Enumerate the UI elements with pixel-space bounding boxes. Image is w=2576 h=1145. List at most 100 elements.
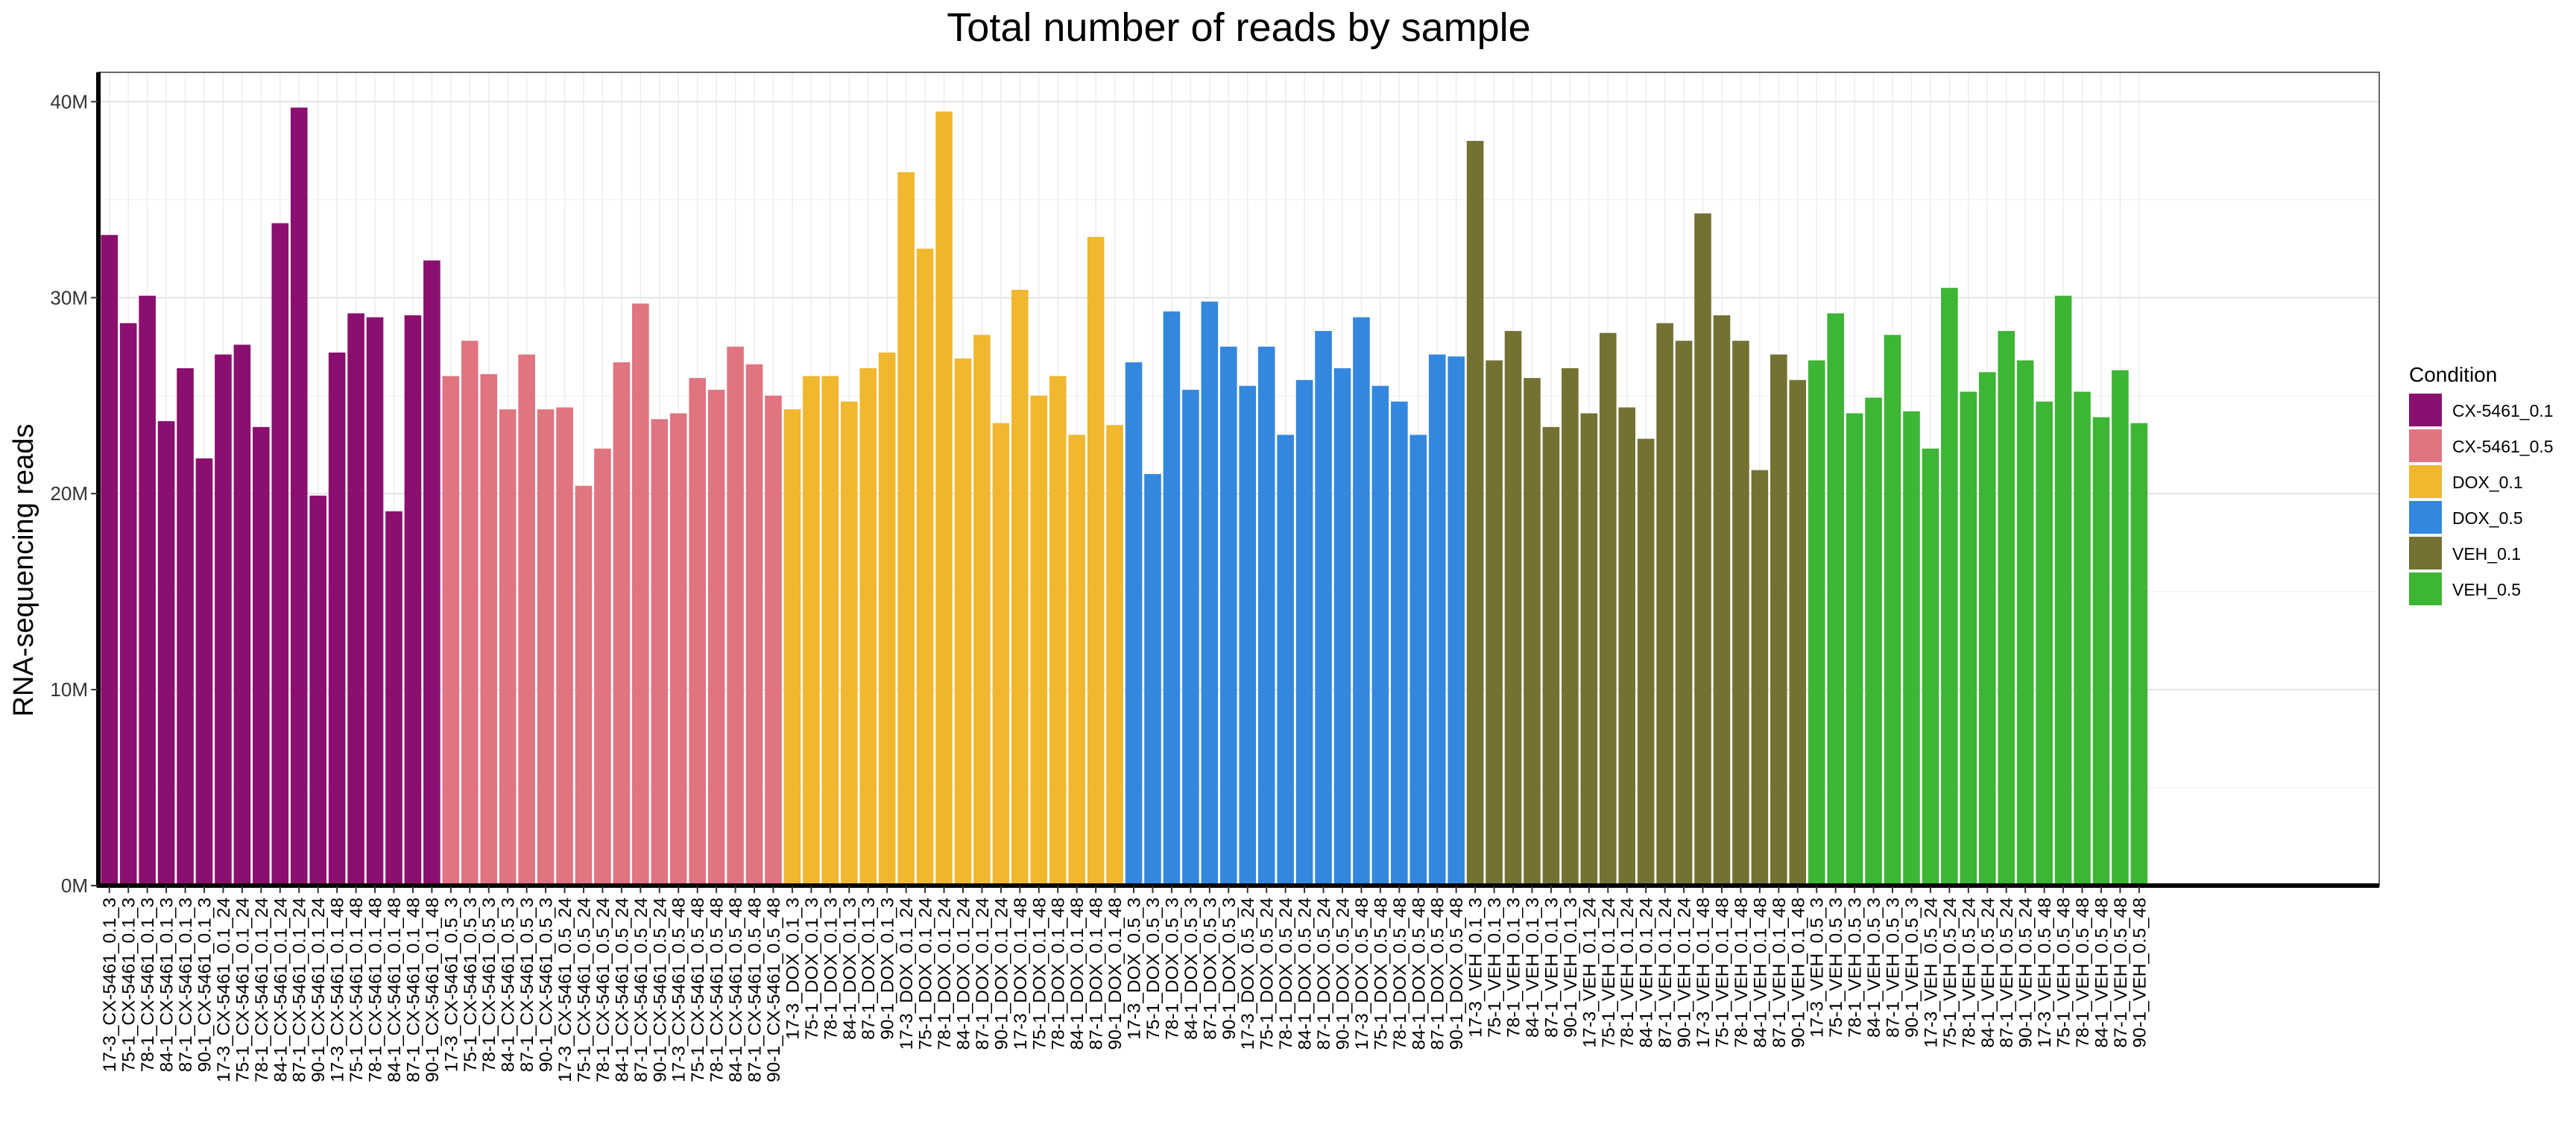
bar	[1277, 435, 1294, 886]
legend-swatch	[2409, 501, 2442, 534]
x-tick-label: 78-1_DOX_0.5_24	[1276, 898, 1296, 1050]
bar	[347, 313, 364, 886]
legend: Condition CX-5461_0.1 CX-5461_0.5 DOX_0.1 D…	[2409, 363, 2554, 605]
x-tick-label: 90-1_CX-5461_0.5_3	[537, 898, 557, 1072]
bar	[765, 395, 782, 886]
x-tick-label: 75-1_DOX_0.5_3	[1143, 898, 1164, 1040]
x-tick-label: 87-1_DOX_0.5_48	[1428, 898, 1448, 1050]
bar	[707, 389, 725, 886]
bar	[1371, 385, 1389, 886]
bar	[651, 419, 669, 886]
bar	[2092, 417, 2110, 886]
legend-label: CX-5461_0.5	[2452, 437, 2554, 456]
bar	[404, 315, 422, 886]
x-tick-label: 87-1_CX-5461_0.1_24	[290, 898, 310, 1082]
x-tick-label: 17-3_VEH_0.5_3	[1808, 898, 1828, 1038]
bar	[1295, 379, 1313, 886]
y-tick-label: 40M	[50, 90, 88, 113]
x-tick-label: 87-1_DOX_0.5_24	[1314, 898, 1334, 1050]
bar	[139, 295, 156, 886]
x-tick-label: 78-1_VEH_0.1_48	[1731, 898, 1752, 1048]
bar	[1144, 473, 1161, 886]
x-tick-label: 75-1_DOX_0.5_48	[1371, 898, 1391, 1050]
legend-label: DOX_0.1	[2452, 473, 2523, 492]
x-tick-label: 84-1_DOX_0.1_24	[953, 898, 973, 1050]
bar	[1542, 426, 1560, 886]
bar	[1219, 347, 1237, 886]
x-tick-label: 87-1_DOX_0.1_3	[859, 898, 879, 1040]
bar	[1239, 385, 1257, 886]
x-tick-label: 17-3_CX-5461_0.5_48	[669, 898, 689, 1082]
x-tick-label: 90-1_VEH_0.1_3	[1561, 898, 1581, 1038]
bar	[1827, 313, 1844, 886]
x-tick-label: 17-3_CX-5461_0.1_3	[100, 898, 120, 1072]
x-tick-label: 84-1_CX-5461_0.5_48	[726, 898, 746, 1082]
bar	[1011, 289, 1029, 886]
x-tick-label: 17-3_CX-5461_0.1_24	[214, 898, 234, 1082]
x-tick-label: 78-1_CX-5461_0.5_24	[593, 898, 613, 1082]
x-tick-label: 87-1_CX-5461_0.5_24	[631, 898, 651, 1082]
bar	[157, 420, 175, 886]
x-tick-label: 87-1_VEH_0.5_24	[1997, 898, 2017, 1048]
x-tick-label: 75-1_DOX_0.5_24	[1257, 898, 1278, 1050]
x-tick-label: 78-1_CX-5461_0.1_3	[138, 898, 158, 1072]
x-tick-label: 87-1_VEH_0.5_48	[2111, 898, 2131, 1048]
legend-label: VEH_0.1	[2452, 544, 2521, 564]
x-tick-label: 84-1_CX-5461_0.5_24	[612, 898, 632, 1082]
bar	[745, 364, 763, 886]
x-tick-label: 90-1_VEH_0.5_3	[1902, 898, 1922, 1038]
bar	[1049, 376, 1067, 886]
x-tick-label: 17-3_DOX_0.5_48	[1352, 898, 1372, 1050]
bar	[1922, 448, 1939, 886]
x-tick-label: 87-1_CX-5461_0.1_3	[176, 898, 196, 1072]
bar	[783, 409, 801, 886]
legend-swatch	[2409, 429, 2442, 462]
bar	[859, 368, 877, 886]
bar	[1656, 323, 1673, 886]
x-tick-label: 87-1_DOX_0.1_24	[973, 898, 993, 1050]
x-tick-label: 84-1_VEH_0.5_3	[1864, 898, 1884, 1038]
bar	[727, 347, 744, 886]
legend-swatch	[2409, 537, 2442, 570]
bar	[669, 413, 687, 886]
x-tick-label: 84-1_VEH_0.1_48	[1750, 898, 1770, 1048]
x-tick-label: 90-1_DOX_0.5_48	[1447, 898, 1467, 1050]
x-tick-label: 17-3_VEH_0.1_24	[1579, 898, 1600, 1048]
x-tick-label: 75-1_CX-5461_0.1_48	[347, 898, 367, 1082]
bar	[575, 485, 593, 886]
bar	[1637, 438, 1655, 886]
plot-area: 0M10M20M30M40M17-3_CX-5461_0.1_375-1_CX-…	[50, 72, 2380, 1082]
bar	[954, 358, 972, 886]
bar	[1884, 335, 1901, 886]
bar	[195, 458, 213, 886]
bar	[1599, 332, 1617, 886]
bar	[878, 352, 896, 886]
bar	[2112, 370, 2129, 886]
bar	[1998, 331, 2015, 886]
bar	[1524, 378, 1541, 886]
x-tick-label: 84-1_DOX_0.1_3	[840, 898, 860, 1040]
bar	[1106, 425, 1123, 886]
x-tick-label: 84-1_CX-5461_0.1_24	[271, 898, 291, 1082]
bar	[916, 248, 934, 886]
x-tick-label: 75-1_CX-5461_0.1_24	[233, 898, 253, 1082]
bar	[2074, 391, 2091, 886]
x-tick-label: 87-1_CX-5461_0.5_48	[745, 898, 765, 1082]
y-tick-label: 30M	[50, 286, 88, 309]
x-tick-label: 87-1_CX-5461_0.5_3	[517, 898, 537, 1072]
bar	[992, 423, 1010, 886]
bar	[594, 448, 611, 886]
bar	[480, 373, 498, 886]
bar	[2054, 295, 2072, 886]
x-tick-label: 75-1_CX-5461_0.5_3	[461, 898, 481, 1072]
bar	[1903, 411, 1920, 886]
x-tick-label: 84-1_VEH_0.5_24	[1978, 898, 1998, 1048]
x-tick-label: 78-1_VEH_0.5_24	[1959, 898, 1979, 1048]
x-tick-label: 90-1_DOX_0.5_3	[1219, 898, 1240, 1040]
bar	[328, 352, 346, 886]
bar	[537, 409, 555, 886]
legend-swatch	[2409, 465, 2442, 498]
bar	[177, 368, 194, 886]
